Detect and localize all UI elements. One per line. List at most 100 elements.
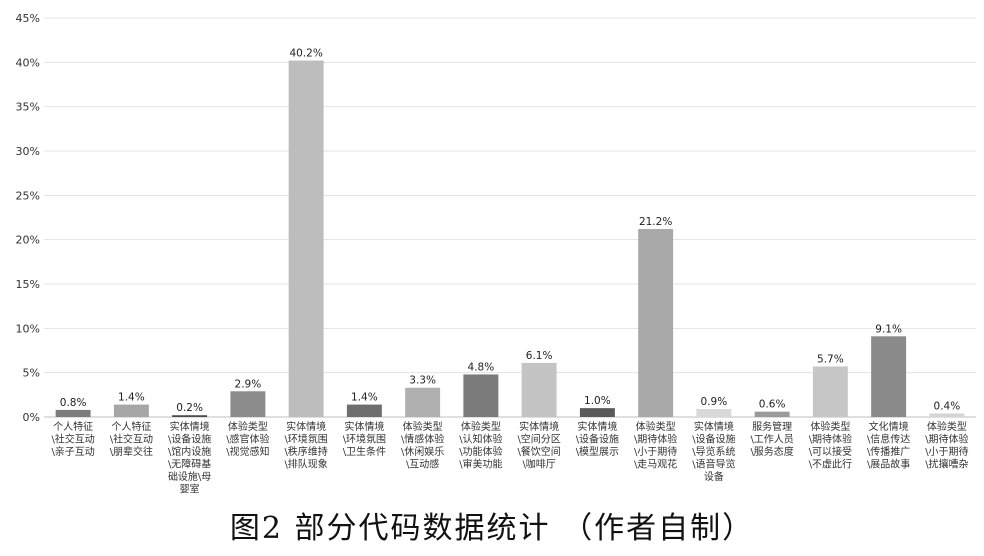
bar-value-label: 0.8%	[60, 397, 87, 409]
y-tick-label: 45%	[16, 12, 40, 25]
x-category-label-line: \亲子互动	[51, 445, 94, 458]
x-category-label-line: \不虚此行	[809, 458, 852, 471]
bars	[55, 60, 965, 418]
x-category-label-line: \卫生条件	[343, 445, 386, 458]
x-category-label-line: \期待体验	[809, 433, 852, 446]
y-tick-label: 35%	[16, 101, 40, 114]
bar	[172, 415, 208, 417]
x-category-label-line: 体验类型	[927, 420, 967, 433]
figure-caption: 图2 部分代码数据统计 （作者自制）	[229, 511, 755, 546]
x-category-label: 实体情境\空间分区\餐饮空间\咖啡厅	[517, 420, 560, 471]
x-category-label-line: 实体情境	[344, 420, 384, 433]
x-category-label-line: \服务态度	[750, 445, 793, 458]
y-tick-label: 0%	[23, 411, 40, 424]
x-category-label: 体验类型\认知体验\功能体验\审美功能	[459, 420, 502, 471]
x-category-label: 个人特征\社交互动\亲子互动	[51, 421, 94, 458]
bar-value-label: 0.6%	[759, 399, 786, 411]
bar	[929, 413, 965, 417]
x-category-label-line: \展品故事	[867, 458, 910, 471]
bar-value-label: 0.9%	[701, 396, 728, 408]
x-category-label-line: \餐饮空间	[517, 445, 560, 458]
x-category-label-line: 体验类型	[461, 420, 501, 433]
x-category-label-line: \空间分区	[517, 433, 560, 446]
x-category-label-line: \信息传达	[867, 433, 910, 446]
x-category-label-line: 服务管理	[752, 420, 792, 433]
data-labels: 0.8% 1.4% 0.2% 2.9% 40.2% 1.4% 3.3% 4.8% 6.1% 1.0…	[60, 48, 960, 415]
bar-value-label: 1.4%	[351, 392, 378, 404]
bar	[696, 409, 732, 417]
x-category-label: 体验类型\期待体验\小于期待\走马观花	[634, 420, 677, 471]
x-category-label-line: \期待体验	[925, 433, 968, 446]
x-category-label-line: \视觉感知	[226, 445, 269, 458]
bar-value-label: 2.9%	[235, 378, 262, 390]
bar	[521, 362, 557, 417]
x-category-label: 文化情境\信息传达\传播推广\展品故事	[867, 420, 910, 471]
x-category-label-line: \馆内设施	[168, 445, 211, 458]
x-category-label-line: 实体情境	[519, 420, 559, 433]
x-category-label-line: \咖啡厅	[522, 459, 555, 471]
bar	[346, 404, 382, 417]
x-category-label-line: \环境氛围	[284, 433, 327, 446]
x-category-label: 个人特征\社交互动\朋辈交往	[110, 421, 153, 458]
x-category-label-line: \设备设施	[168, 433, 211, 446]
x-category-label-line: 体验类型	[636, 420, 676, 433]
x-category-label: 实体情境\环境氛围\卫生条件	[343, 420, 386, 458]
bar	[812, 366, 848, 417]
x-category-label-line: \社交互动	[110, 433, 153, 446]
x-category-label-line: \期待体验	[634, 433, 677, 446]
bar	[288, 60, 324, 418]
x-category-label: 实体情境\设备设施\导览系统\语音导览设备	[692, 420, 735, 483]
bar-value-label: 1.0%	[584, 395, 611, 407]
x-category-label-line: \设备设施	[692, 433, 735, 446]
gridlines	[44, 17, 976, 418]
y-tick-label: 20%	[16, 234, 40, 247]
x-category-label-line: \传播推广	[867, 445, 910, 458]
x-category-label-line: \无障碍基	[168, 458, 211, 471]
x-category-label: 体验类型\感官体验\视觉感知	[226, 420, 269, 458]
x-category-label: 实体情境\环境氛围\秩序维持\排队现象	[284, 420, 327, 471]
bar	[230, 391, 266, 417]
bar-value-label: 21.2%	[639, 216, 672, 228]
y-axis-ticks: 0% 5% 10% 15% 20% 25% 30% 35% 40% 45%	[16, 12, 40, 424]
x-category-label-line: 体验类型	[810, 420, 850, 433]
x-category-label: 体验类型\期待体验\小于期待\扰攘嘈杂	[925, 420, 968, 471]
x-category-label-line: \社交互动	[51, 433, 94, 446]
y-tick-label: 10%	[16, 322, 40, 335]
x-category-label-line: 体验类型	[228, 420, 268, 433]
x-category-label-line: 实体情境	[694, 420, 734, 433]
x-category-label: 体验类型\情感体验\休闲娱乐\互动感	[401, 420, 444, 471]
bar	[871, 336, 907, 417]
x-category-label-line: 婴室	[180, 483, 200, 496]
y-tick-label: 5%	[23, 367, 40, 380]
x-category-label-line: \环境氛围	[343, 433, 386, 446]
y-tick-label: 30%	[16, 145, 40, 158]
x-category-label-line: 础设施\母	[168, 470, 211, 483]
bar	[113, 404, 149, 417]
bar	[754, 411, 790, 417]
y-tick-label: 15%	[16, 278, 40, 291]
bar	[638, 229, 674, 417]
bar-value-label: 1.4%	[118, 392, 145, 404]
x-category-label-line: \可以接受	[809, 445, 852, 458]
x-category-label-line: \排队现象	[284, 458, 327, 471]
x-category-label-line: \扰攘嘈杂	[925, 458, 968, 471]
x-axis-category-labels: 个人特征\社交互动\亲子互动个人特征\社交互动\朋辈交往实体情境\设备设施\馆内…	[51, 420, 968, 496]
x-category-label-line: \工作人员	[750, 434, 793, 446]
bar	[579, 408, 615, 417]
bar-value-label: 3.3%	[409, 375, 436, 387]
y-tick-label: 25%	[16, 189, 40, 202]
bar-value-label: 0.4%	[934, 400, 961, 412]
bar	[405, 387, 441, 417]
x-category-label-line: 个人特征	[111, 421, 151, 433]
x-category-label: 体验类型\期待体验\可以接受\不虚此行	[809, 420, 852, 471]
x-category-label-line: \秩序维持	[284, 445, 327, 458]
x-category-label-line: \导览系统	[692, 445, 735, 458]
x-category-label-line: 文化情境	[869, 420, 909, 433]
bar-value-label: 5.7%	[817, 353, 844, 365]
x-category-label: 实体情境\设备设施\模型展示	[576, 420, 619, 458]
x-category-label-line: \认知体验	[459, 433, 502, 446]
x-category-label: 实体情境\设备设施\馆内设施\无障碍基础设施\母婴室	[168, 420, 211, 496]
x-category-label-line: \设备设施	[576, 433, 619, 446]
x-category-label-line: 设备	[704, 470, 724, 483]
bar	[463, 374, 499, 417]
